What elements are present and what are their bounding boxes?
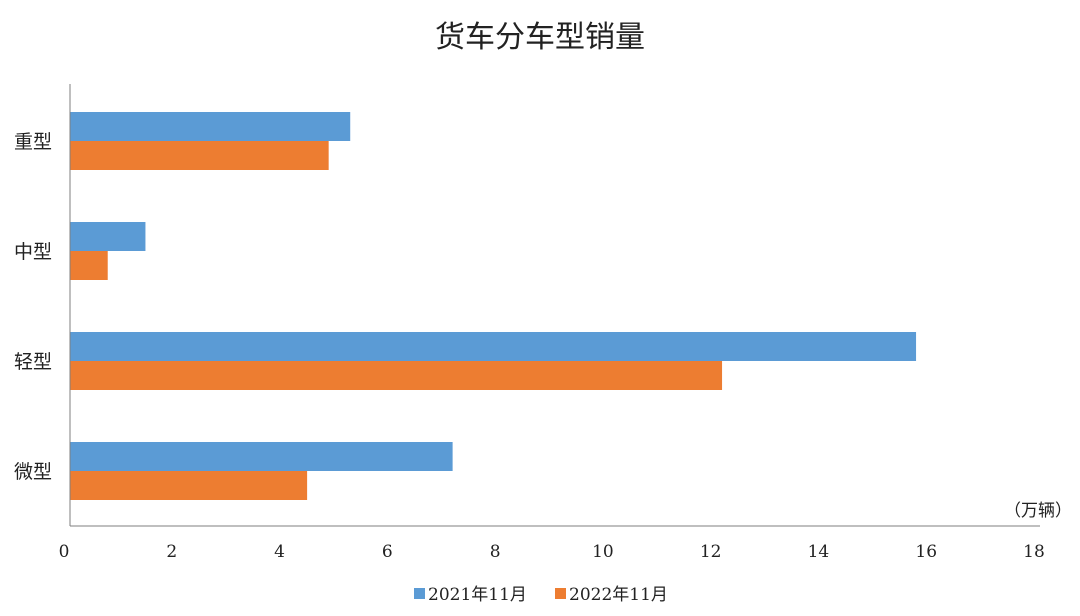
bar-1-3 (70, 332, 917, 361)
chart-title: 货车分车型销量 (435, 20, 645, 55)
x-tick-label: 16 (915, 542, 937, 562)
unit-label: （万辆） (1004, 501, 1072, 521)
x-tick-label: 6 (382, 542, 393, 562)
legend-swatch-1 (414, 588, 425, 599)
legend-label-2: 2022年11月 (569, 585, 668, 605)
x-tick-label: 12 (700, 542, 722, 562)
legend: 2021年11月 2022年11月 (414, 585, 668, 605)
x-tick-label: 4 (274, 542, 285, 562)
bar-1-2 (70, 222, 146, 251)
category-label: 微型 (14, 461, 52, 483)
x-tick-label: 0 (59, 542, 70, 562)
x-tick-label: 10 (592, 542, 614, 562)
x-tick-label: 18 (1023, 542, 1045, 562)
bar-2-3 (70, 361, 723, 390)
bar-2-2 (70, 251, 108, 280)
legend-swatch-2 (555, 588, 566, 599)
category-label: 中型 (14, 241, 52, 263)
bar-1-4 (70, 442, 453, 471)
x-tick-labels: 0 2 4 6 8 10 12 14 16 18 (59, 542, 1045, 562)
bar-2-1 (70, 141, 329, 170)
legend-label-1: 2021年11月 (428, 585, 527, 605)
bar-1-1 (70, 112, 351, 141)
bars-group (70, 112, 917, 500)
bar-2-4 (70, 471, 308, 500)
category-label: 重型 (14, 131, 52, 153)
x-tick-label: 2 (166, 542, 177, 562)
x-tick-label: 14 (808, 542, 830, 562)
x-tick-label: 8 (490, 542, 501, 562)
category-label: 轻型 (14, 351, 52, 373)
